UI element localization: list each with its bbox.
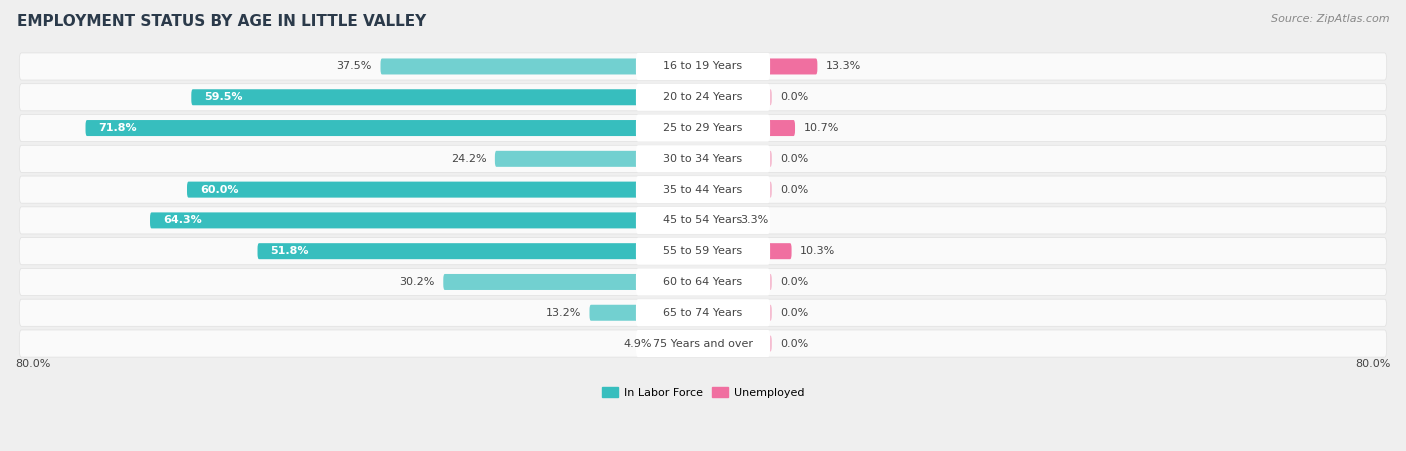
FancyBboxPatch shape <box>86 120 703 136</box>
FancyBboxPatch shape <box>703 89 772 105</box>
FancyBboxPatch shape <box>636 238 770 265</box>
FancyBboxPatch shape <box>191 89 703 105</box>
Text: 0.0%: 0.0% <box>780 154 808 164</box>
Text: 80.0%: 80.0% <box>1355 359 1391 368</box>
Text: 0.0%: 0.0% <box>780 184 808 195</box>
Text: 37.5%: 37.5% <box>336 61 373 71</box>
FancyBboxPatch shape <box>636 299 770 327</box>
FancyBboxPatch shape <box>20 145 1386 172</box>
FancyBboxPatch shape <box>703 182 772 198</box>
Text: 71.8%: 71.8% <box>98 123 136 133</box>
FancyBboxPatch shape <box>661 336 703 351</box>
Text: 60 to 64 Years: 60 to 64 Years <box>664 277 742 287</box>
Text: 65 to 74 Years: 65 to 74 Years <box>664 308 742 318</box>
FancyBboxPatch shape <box>703 59 817 74</box>
Text: 16 to 19 Years: 16 to 19 Years <box>664 61 742 71</box>
FancyBboxPatch shape <box>20 84 1386 111</box>
Text: 24.2%: 24.2% <box>451 154 486 164</box>
FancyBboxPatch shape <box>150 212 703 228</box>
FancyBboxPatch shape <box>703 212 731 228</box>
FancyBboxPatch shape <box>20 268 1386 295</box>
Text: 0.0%: 0.0% <box>780 339 808 349</box>
Text: 30 to 34 Years: 30 to 34 Years <box>664 154 742 164</box>
FancyBboxPatch shape <box>20 53 1386 80</box>
Text: EMPLOYMENT STATUS BY AGE IN LITTLE VALLEY: EMPLOYMENT STATUS BY AGE IN LITTLE VALLE… <box>17 14 426 28</box>
FancyBboxPatch shape <box>20 330 1386 357</box>
FancyBboxPatch shape <box>20 176 1386 203</box>
Text: 59.5%: 59.5% <box>204 92 243 102</box>
Text: 25 to 29 Years: 25 to 29 Years <box>664 123 742 133</box>
Text: 51.8%: 51.8% <box>270 246 309 256</box>
FancyBboxPatch shape <box>636 330 770 357</box>
FancyBboxPatch shape <box>257 243 703 259</box>
FancyBboxPatch shape <box>636 176 770 203</box>
FancyBboxPatch shape <box>703 336 772 351</box>
FancyBboxPatch shape <box>703 305 772 321</box>
FancyBboxPatch shape <box>589 305 703 321</box>
FancyBboxPatch shape <box>703 120 794 136</box>
FancyBboxPatch shape <box>443 274 703 290</box>
Text: 10.3%: 10.3% <box>800 246 835 256</box>
Text: 60.0%: 60.0% <box>200 184 239 195</box>
Text: 35 to 44 Years: 35 to 44 Years <box>664 184 742 195</box>
Legend: In Labor Force, Unemployed: In Labor Force, Unemployed <box>598 383 808 403</box>
FancyBboxPatch shape <box>636 115 770 142</box>
Text: 75 Years and over: 75 Years and over <box>652 339 754 349</box>
FancyBboxPatch shape <box>495 151 703 167</box>
Text: 13.2%: 13.2% <box>546 308 581 318</box>
FancyBboxPatch shape <box>20 115 1386 142</box>
Text: 0.0%: 0.0% <box>780 277 808 287</box>
Text: 0.0%: 0.0% <box>780 308 808 318</box>
FancyBboxPatch shape <box>636 268 770 295</box>
Text: 13.3%: 13.3% <box>825 61 862 71</box>
Text: 10.7%: 10.7% <box>804 123 839 133</box>
FancyBboxPatch shape <box>636 145 770 172</box>
Text: 64.3%: 64.3% <box>163 216 201 226</box>
FancyBboxPatch shape <box>636 207 770 234</box>
FancyBboxPatch shape <box>636 53 770 80</box>
Text: 20 to 24 Years: 20 to 24 Years <box>664 92 742 102</box>
FancyBboxPatch shape <box>703 274 772 290</box>
Text: 45 to 54 Years: 45 to 54 Years <box>664 216 742 226</box>
FancyBboxPatch shape <box>636 84 770 111</box>
Text: 55 to 59 Years: 55 to 59 Years <box>664 246 742 256</box>
FancyBboxPatch shape <box>20 207 1386 234</box>
FancyBboxPatch shape <box>703 151 772 167</box>
Text: Source: ZipAtlas.com: Source: ZipAtlas.com <box>1271 14 1389 23</box>
Text: 30.2%: 30.2% <box>399 277 434 287</box>
FancyBboxPatch shape <box>381 59 703 74</box>
Text: 0.0%: 0.0% <box>780 92 808 102</box>
Text: 80.0%: 80.0% <box>15 359 51 368</box>
Text: 4.9%: 4.9% <box>624 339 652 349</box>
FancyBboxPatch shape <box>187 182 703 198</box>
FancyBboxPatch shape <box>703 243 792 259</box>
FancyBboxPatch shape <box>20 238 1386 265</box>
FancyBboxPatch shape <box>20 299 1386 327</box>
Text: 3.3%: 3.3% <box>740 216 768 226</box>
